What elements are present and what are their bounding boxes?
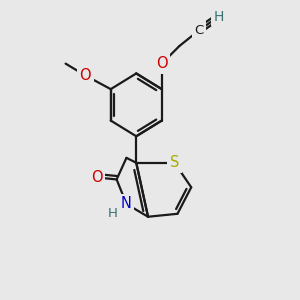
- Text: O: O: [156, 56, 168, 71]
- Text: N: N: [121, 196, 132, 211]
- Text: H: H: [214, 10, 224, 23]
- Text: O: O: [80, 68, 91, 83]
- Text: H: H: [108, 207, 118, 220]
- Text: S: S: [170, 155, 179, 170]
- Text: O: O: [91, 170, 103, 185]
- Text: C: C: [194, 24, 204, 37]
